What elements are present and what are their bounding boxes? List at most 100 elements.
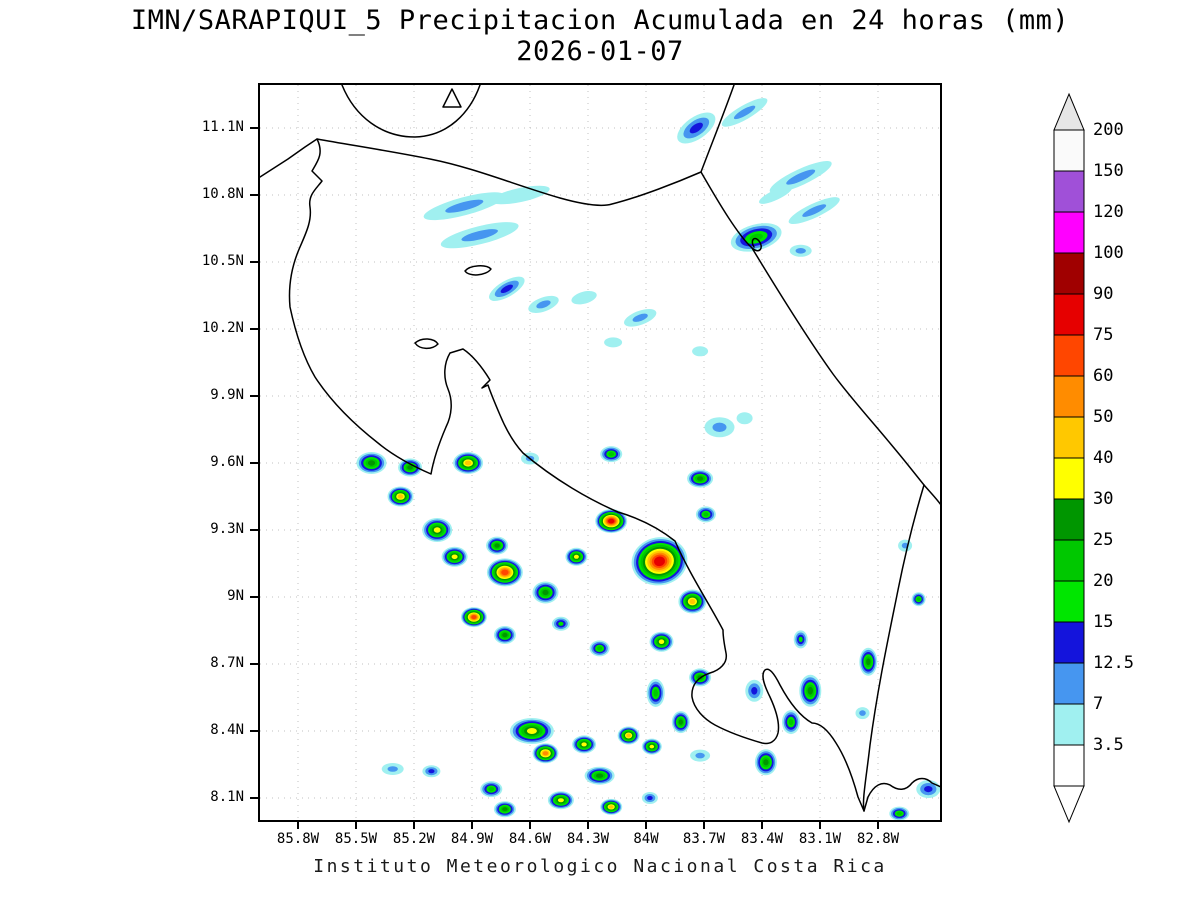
precip-contour: [795, 248, 806, 254]
x-tick-label: 84W: [633, 831, 659, 847]
precip-contour: [451, 554, 458, 560]
precip-contour: [526, 728, 537, 734]
colorbar-tick-label: 120: [1093, 202, 1124, 222]
x-tick-label: 85.5W: [334, 831, 378, 847]
precip-contour: [653, 689, 658, 697]
precip-contour: [558, 621, 564, 626]
y-tick-label: 8.4N: [210, 722, 244, 738]
colorbar-segment: [1053, 662, 1085, 705]
precip-contour: [397, 494, 404, 499]
colorbar-segment: [1053, 621, 1085, 664]
precip-contour: [786, 169, 816, 185]
x-tick-label: 85.2W: [392, 831, 436, 847]
precip-contour: [542, 589, 549, 596]
chart-subtitle-date: 2026-01-07: [516, 36, 684, 67]
precip-contour: [866, 658, 871, 666]
colorbar-segment: [1053, 293, 1085, 336]
precip-contour: [896, 811, 902, 816]
colorbar-segment: [1053, 211, 1085, 254]
precip-contour: [367, 460, 376, 466]
x-tick-label: 84.6W: [508, 831, 552, 847]
map-plot-area: [258, 83, 942, 822]
precip-contour: [695, 752, 705, 759]
y-tick-mark: [250, 462, 258, 464]
colorbar-segment: [1053, 539, 1085, 582]
colorbar-tick-label: 40: [1093, 448, 1114, 468]
grid-layer: [260, 85, 940, 820]
precip-contour: [428, 769, 435, 774]
colorbar-tick-label: 60: [1093, 366, 1114, 386]
colorbar-segment: [1053, 498, 1085, 541]
colorbar-tick-label: 20: [1093, 571, 1114, 591]
caribbean-coastline: [700, 171, 940, 505]
precip-contour: [581, 742, 587, 747]
precipitation-layer: [356, 98, 940, 820]
precip-contour: [471, 615, 477, 620]
x-tick-mark: [819, 822, 821, 829]
precip-contour: [736, 412, 753, 425]
nicaragua-border-coastline: [260, 85, 735, 207]
precip-contour: [712, 422, 727, 432]
y-tick-label: 11.1N: [201, 119, 244, 135]
y-tick-mark: [250, 797, 258, 799]
precip-contour: [763, 759, 769, 766]
precip-contour: [689, 122, 703, 134]
precip-contour: [387, 766, 398, 772]
x-tick-mark: [413, 822, 415, 829]
colorbar-tick-label: 150: [1093, 161, 1124, 181]
precip-contour: [571, 290, 597, 305]
precip-contour: [494, 543, 500, 548]
precip-contour: [678, 719, 683, 725]
x-tick-mark: [355, 822, 357, 829]
y-tick-label: 8.7N: [210, 655, 244, 671]
precip-contour: [733, 105, 756, 120]
x-tick-label: 83.4W: [740, 831, 784, 847]
y-axis-labels: 11.1N 10.8N 10.5N 10.2N 9.9N 9.6N 9.3N 9N 8.7N 8.…: [0, 85, 258, 820]
colorbar-tick-label: 30: [1093, 489, 1114, 509]
precip-contour: [461, 229, 498, 242]
precip-contour: [802, 204, 827, 217]
y-tick-mark: [250, 730, 258, 732]
precip-contour: [697, 476, 704, 481]
precip-contour: [604, 337, 623, 348]
precip-contour: [692, 346, 709, 357]
colorbar-segment: [1053, 416, 1085, 459]
ometepe-island: [442, 88, 462, 108]
x-axis-labels: 85.8W 85.5W 85.2W 84.9W 84.6W 84.3W 84W 83.7W 83…: [260, 822, 940, 862]
lake-nicaragua-shoreline: [341, 85, 481, 138]
y-tick-label: 9.6N: [210, 454, 244, 470]
colorbar-tick-label: 12.5: [1093, 653, 1134, 673]
colorbar-segment: [1053, 170, 1085, 213]
colorbar-tick-label: 15: [1093, 612, 1114, 632]
x-tick-label: 83.1W: [798, 831, 842, 847]
costa-rica-pacific-coastline: [288, 138, 925, 812]
y-tick-mark: [250, 529, 258, 531]
colorbar-segment: [1053, 703, 1085, 746]
y-tick-mark: [250, 395, 258, 397]
precip-contour: [542, 751, 549, 756]
precip-contour: [632, 313, 648, 322]
precip-contour: [654, 556, 665, 567]
panama-pacific-coastline: [863, 777, 940, 812]
precip-contour: [500, 284, 513, 294]
coastline-layer: [260, 85, 940, 812]
precip-contour: [649, 744, 655, 749]
colorbar-segment: [1053, 457, 1085, 500]
colorbar-tick-label: 7: [1093, 694, 1104, 714]
y-tick-mark: [250, 328, 258, 330]
colorbar: [1053, 92, 1085, 824]
precip-contour: [501, 569, 509, 576]
chart-title: IMN/SARAPIQUI_5 Precipitacion Acumulada …: [130, 5, 1070, 36]
precip-contour: [596, 773, 604, 778]
precip-contour: [751, 687, 758, 695]
colorbar-segment: [1053, 580, 1085, 623]
x-tick-mark: [297, 822, 299, 829]
precip-contour: [626, 733, 631, 738]
precip-contour: [916, 597, 921, 601]
precip-contour: [445, 199, 484, 213]
y-tick-label: 10.5N: [201, 253, 244, 269]
x-tick-mark: [703, 822, 705, 829]
colorbar-tick-label: 50: [1093, 407, 1114, 427]
x-tick-mark: [587, 822, 589, 829]
precip-contour: [689, 598, 696, 605]
